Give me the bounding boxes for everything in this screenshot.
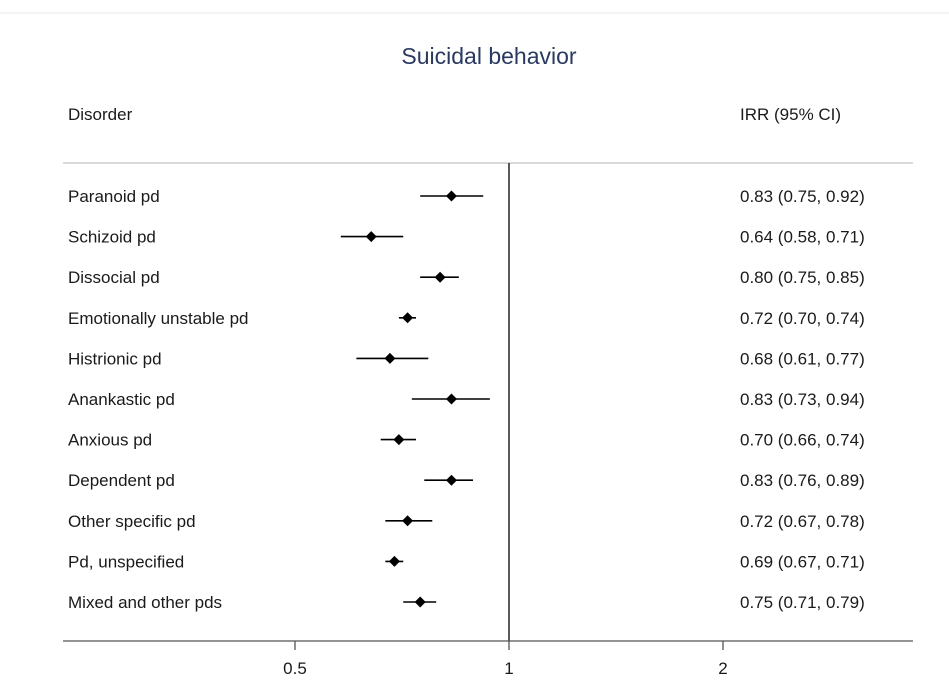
- row-label: Emotionally unstable pd: [68, 309, 249, 328]
- irr-ci-value: 0.80 (0.75, 0.85): [740, 268, 865, 287]
- irr-ci-value: 0.75 (0.71, 0.79): [740, 593, 865, 612]
- irr-ci-value: 0.83 (0.76, 0.89): [740, 471, 865, 490]
- x-tick-label: 0.5: [283, 659, 307, 678]
- row-label: Mixed and other pds: [68, 593, 222, 612]
- irr-ci-value: 0.72 (0.70, 0.74): [740, 309, 865, 328]
- forest-row: Anxious pd 0.70 (0.66, 0.74): [68, 431, 865, 450]
- column-header-irr: IRR (95% CI): [740, 105, 841, 124]
- point-estimate-marker: [365, 231, 377, 243]
- forest-row: Pd, unspecified 0.69 (0.67, 0.71): [68, 552, 865, 571]
- point-estimate-marker: [414, 596, 426, 608]
- point-estimate-marker: [384, 352, 396, 364]
- x-tick-label: 2: [718, 659, 727, 678]
- forest-rows: Paranoid pd 0.83 (0.75, 0.92) Schizoid pd 0…: [68, 187, 865, 612]
- row-label: Other specific pd: [68, 512, 196, 531]
- row-label: Dissocial pd: [68, 268, 160, 287]
- row-label: Histrionic pd: [68, 349, 162, 368]
- forest-row: Dissocial pd 0.80 (0.75, 0.85): [68, 268, 865, 287]
- row-label: Paranoid pd: [68, 187, 160, 206]
- point-estimate-marker: [445, 393, 457, 405]
- point-estimate-marker: [445, 474, 457, 486]
- point-estimate-marker: [445, 190, 457, 202]
- irr-ci-value: 0.69 (0.67, 0.71): [740, 552, 865, 571]
- row-label: Pd, unspecified: [68, 552, 184, 571]
- irr-ci-value: 0.83 (0.75, 0.92): [740, 187, 865, 206]
- point-estimate-marker: [402, 312, 414, 324]
- forest-row: Emotionally unstable pd 0.72 (0.70, 0.74): [68, 309, 865, 328]
- row-label: Schizoid pd: [68, 228, 156, 247]
- forest-row: Schizoid pd 0.64 (0.58, 0.71): [68, 228, 865, 247]
- point-estimate-marker: [388, 555, 400, 567]
- forest-row: Anankastic pd 0.83 (0.73, 0.94): [68, 390, 865, 409]
- row-label: Anankastic pd: [68, 390, 175, 409]
- forest-row: Dependent pd 0.83 (0.76, 0.89): [68, 471, 865, 490]
- column-header-disorder: Disorder: [68, 105, 133, 124]
- point-estimate-marker: [402, 515, 414, 527]
- forest-row: Paranoid pd 0.83 (0.75, 0.92): [68, 187, 865, 206]
- irr-ci-value: 0.83 (0.73, 0.94): [740, 390, 865, 409]
- chart-title: Suicidal behavior: [401, 43, 577, 69]
- point-estimate-marker: [434, 271, 446, 283]
- irr-ci-value: 0.68 (0.61, 0.77): [740, 349, 865, 368]
- irr-ci-value: 0.72 (0.67, 0.78): [740, 512, 865, 531]
- irr-ci-value: 0.64 (0.58, 0.71): [740, 228, 865, 247]
- point-estimate-marker: [393, 434, 405, 446]
- forest-row: Histrionic pd 0.68 (0.61, 0.77): [68, 349, 865, 368]
- x-axis-ticks: 0.5 1 2: [283, 641, 728, 678]
- forest-row: Mixed and other pds 0.75 (0.71, 0.79): [68, 593, 865, 612]
- row-label: Dependent pd: [68, 471, 175, 490]
- irr-ci-value: 0.70 (0.66, 0.74): [740, 431, 865, 450]
- forest-row: Other specific pd 0.72 (0.67, 0.78): [68, 512, 865, 531]
- row-label: Anxious pd: [68, 431, 152, 450]
- x-tick-label: 1: [504, 659, 513, 678]
